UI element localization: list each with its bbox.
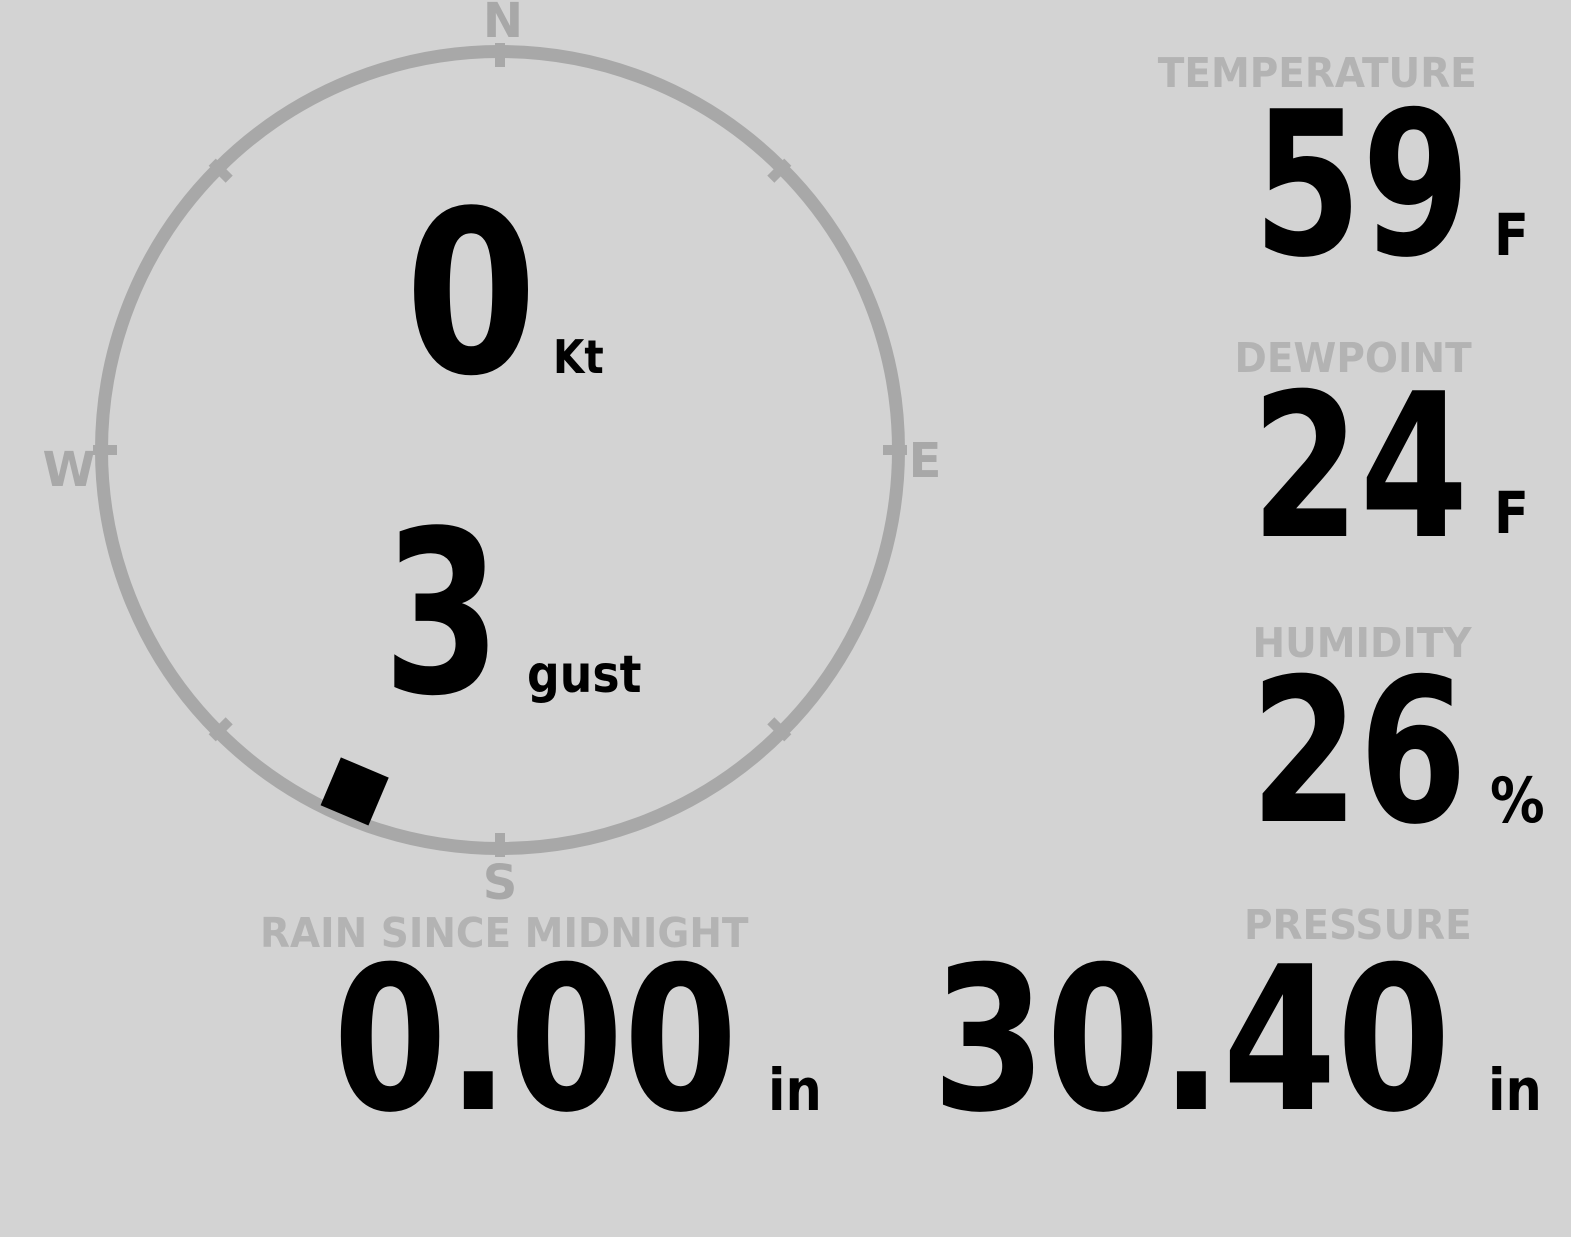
wind-gust-value: 3 xyxy=(383,483,501,746)
compass-label-south: S xyxy=(482,855,518,911)
humidity-label: HUMIDITY xyxy=(1252,619,1472,667)
temperature-unit: F xyxy=(1494,201,1529,269)
humidity-unit: % xyxy=(1490,764,1545,837)
compass-label-north: N xyxy=(482,0,524,49)
rain-since-midnight-unit: in xyxy=(768,1056,822,1124)
dewpoint-label: DEWPOINT xyxy=(1234,334,1472,382)
wind-speed-unit: Kt xyxy=(553,330,604,384)
pressure-value: 30.40 xyxy=(932,924,1451,1157)
wind-speed-value: 0 xyxy=(405,163,538,426)
pressure-unit: in xyxy=(1488,1056,1542,1124)
temperature-label: TEMPERATURE xyxy=(1157,49,1477,97)
pressure-label: PRESSURE xyxy=(1244,901,1472,949)
dewpoint-value: 24 xyxy=(1250,351,1468,584)
dewpoint-unit: F xyxy=(1494,479,1529,547)
humidity-value: 26 xyxy=(1249,636,1467,869)
rain-since-midnight-label: RAIN SINCE MIDNIGHT xyxy=(260,909,749,957)
temperature-value: 59 xyxy=(1252,69,1470,302)
rain-since-midnight-value: 0.00 xyxy=(333,924,738,1157)
compass-label-east: E xyxy=(908,433,942,489)
wind-gust-unit: gust xyxy=(527,645,642,705)
compass-label-west: W xyxy=(42,442,96,498)
